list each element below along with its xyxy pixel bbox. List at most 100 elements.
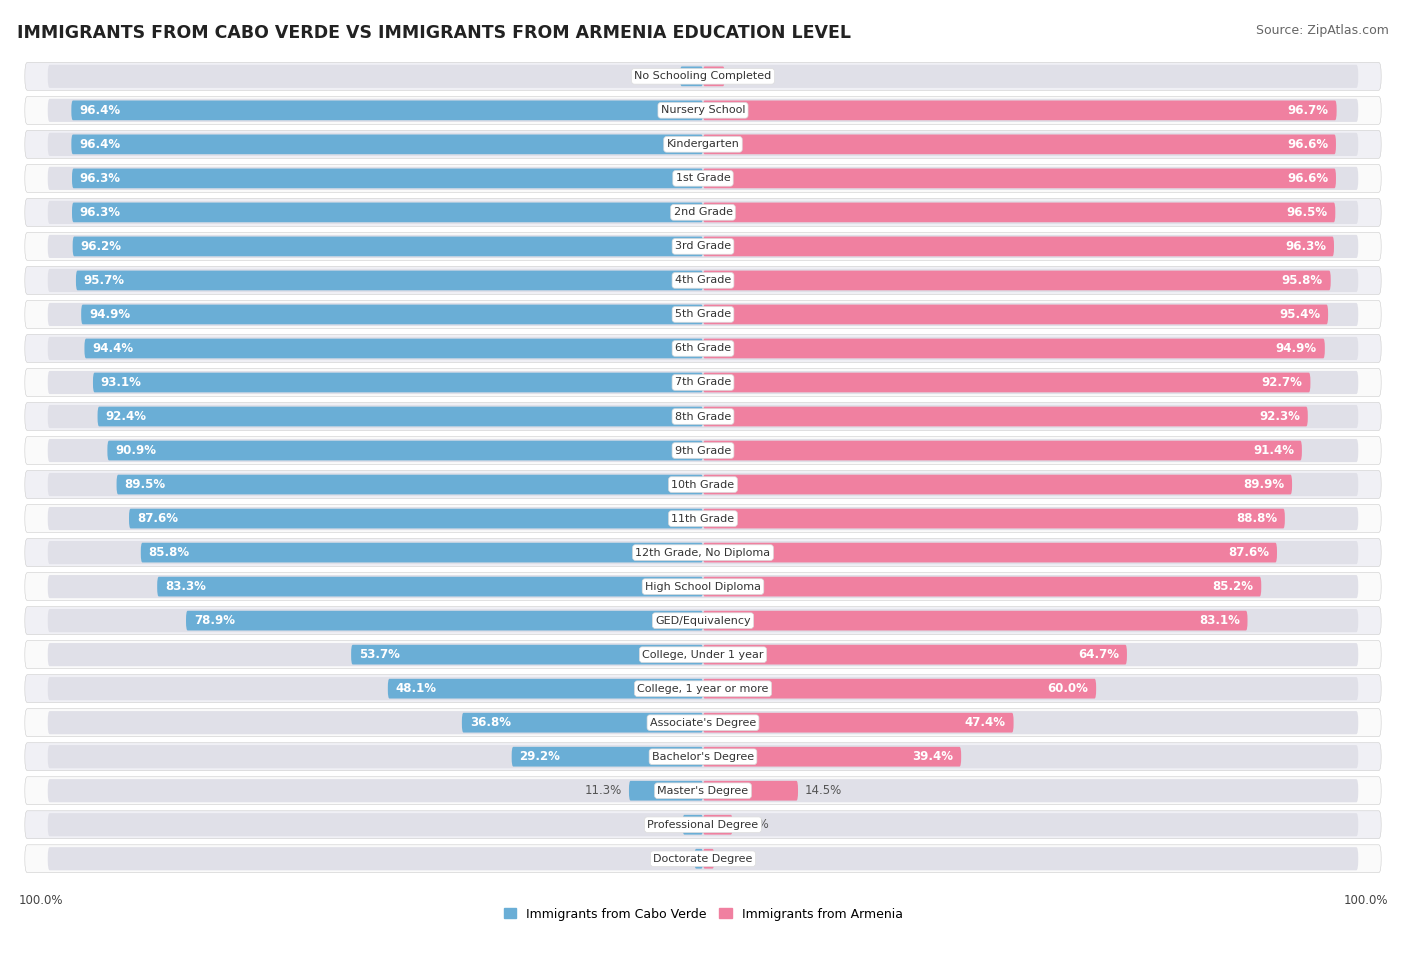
FancyBboxPatch shape	[695, 849, 703, 869]
FancyBboxPatch shape	[25, 403, 1381, 431]
FancyBboxPatch shape	[25, 777, 1381, 804]
FancyBboxPatch shape	[25, 471, 1381, 498]
FancyBboxPatch shape	[703, 372, 1310, 392]
Text: 10th Grade: 10th Grade	[672, 480, 734, 489]
FancyBboxPatch shape	[703, 543, 1277, 563]
FancyBboxPatch shape	[73, 237, 703, 256]
Legend: Immigrants from Cabo Verde, Immigrants from Armenia: Immigrants from Cabo Verde, Immigrants f…	[499, 903, 907, 925]
FancyBboxPatch shape	[84, 338, 703, 359]
FancyBboxPatch shape	[703, 271, 1330, 291]
FancyBboxPatch shape	[141, 543, 703, 563]
Text: 83.3%: 83.3%	[165, 580, 205, 593]
Text: 48.1%: 48.1%	[395, 682, 437, 695]
FancyBboxPatch shape	[129, 509, 703, 528]
FancyBboxPatch shape	[48, 473, 1358, 496]
Text: 12th Grade, No Diploma: 12th Grade, No Diploma	[636, 548, 770, 558]
Text: Professional Degree: Professional Degree	[647, 820, 759, 830]
FancyBboxPatch shape	[25, 334, 1381, 363]
FancyBboxPatch shape	[48, 98, 1358, 122]
FancyBboxPatch shape	[48, 575, 1358, 599]
Text: 94.9%: 94.9%	[1275, 342, 1317, 355]
FancyBboxPatch shape	[703, 338, 1324, 359]
Text: 83.1%: 83.1%	[1199, 614, 1240, 627]
Text: 11.3%: 11.3%	[585, 784, 623, 798]
Text: 7th Grade: 7th Grade	[675, 377, 731, 387]
Text: 89.5%: 89.5%	[124, 478, 166, 491]
FancyBboxPatch shape	[681, 66, 703, 86]
Text: 11th Grade: 11th Grade	[672, 514, 734, 524]
Text: 92.7%: 92.7%	[1261, 376, 1302, 389]
Text: Source: ZipAtlas.com: Source: ZipAtlas.com	[1256, 24, 1389, 37]
FancyBboxPatch shape	[72, 100, 703, 120]
Text: 14.5%: 14.5%	[804, 784, 842, 798]
FancyBboxPatch shape	[48, 235, 1358, 258]
FancyBboxPatch shape	[703, 475, 1292, 494]
FancyBboxPatch shape	[25, 811, 1381, 838]
FancyBboxPatch shape	[72, 203, 703, 222]
Text: 95.7%: 95.7%	[84, 274, 125, 287]
Text: 3.3%: 3.3%	[731, 70, 761, 83]
FancyBboxPatch shape	[25, 369, 1381, 397]
FancyBboxPatch shape	[72, 169, 703, 188]
Text: 8th Grade: 8th Grade	[675, 411, 731, 421]
FancyBboxPatch shape	[25, 709, 1381, 737]
FancyBboxPatch shape	[25, 300, 1381, 329]
FancyBboxPatch shape	[107, 441, 703, 460]
FancyBboxPatch shape	[93, 372, 703, 392]
Text: 1st Grade: 1st Grade	[676, 174, 730, 183]
Text: College, 1 year or more: College, 1 year or more	[637, 683, 769, 693]
FancyBboxPatch shape	[186, 610, 703, 631]
Text: 95.4%: 95.4%	[1279, 308, 1320, 321]
FancyBboxPatch shape	[703, 781, 799, 800]
Text: Bachelor's Degree: Bachelor's Degree	[652, 752, 754, 761]
Text: 90.9%: 90.9%	[115, 444, 156, 457]
Text: 96.7%: 96.7%	[1288, 104, 1329, 117]
FancyBboxPatch shape	[703, 66, 724, 86]
Text: 100.0%: 100.0%	[1343, 894, 1388, 908]
Text: 87.6%: 87.6%	[136, 512, 179, 526]
FancyBboxPatch shape	[48, 779, 1358, 802]
FancyBboxPatch shape	[25, 844, 1381, 873]
Text: 94.4%: 94.4%	[93, 342, 134, 355]
Text: No Schooling Completed: No Schooling Completed	[634, 71, 772, 81]
Text: 6th Grade: 6th Grade	[675, 343, 731, 354]
FancyBboxPatch shape	[512, 747, 703, 766]
FancyBboxPatch shape	[48, 847, 1358, 871]
FancyBboxPatch shape	[25, 606, 1381, 635]
FancyBboxPatch shape	[48, 370, 1358, 394]
Text: 91.4%: 91.4%	[1253, 444, 1294, 457]
FancyBboxPatch shape	[25, 232, 1381, 260]
FancyBboxPatch shape	[48, 167, 1358, 190]
Text: 36.8%: 36.8%	[470, 717, 510, 729]
FancyBboxPatch shape	[48, 405, 1358, 428]
FancyBboxPatch shape	[703, 203, 1336, 222]
FancyBboxPatch shape	[48, 337, 1358, 360]
FancyBboxPatch shape	[25, 641, 1381, 669]
Text: Associate's Degree: Associate's Degree	[650, 718, 756, 727]
FancyBboxPatch shape	[703, 304, 1329, 325]
Text: 96.5%: 96.5%	[1286, 206, 1327, 219]
FancyBboxPatch shape	[388, 679, 703, 698]
Text: 92.4%: 92.4%	[105, 410, 146, 423]
FancyBboxPatch shape	[25, 572, 1381, 601]
FancyBboxPatch shape	[48, 64, 1358, 88]
FancyBboxPatch shape	[117, 475, 703, 494]
Text: 96.3%: 96.3%	[1285, 240, 1326, 253]
FancyBboxPatch shape	[48, 439, 1358, 462]
Text: 1.3%: 1.3%	[658, 852, 688, 865]
FancyBboxPatch shape	[48, 677, 1358, 700]
FancyBboxPatch shape	[703, 509, 1285, 528]
FancyBboxPatch shape	[48, 303, 1358, 326]
Text: 96.3%: 96.3%	[80, 206, 121, 219]
FancyBboxPatch shape	[25, 437, 1381, 464]
FancyBboxPatch shape	[25, 165, 1381, 192]
FancyBboxPatch shape	[703, 849, 714, 869]
FancyBboxPatch shape	[703, 713, 1014, 732]
Text: 96.4%: 96.4%	[79, 104, 121, 117]
FancyBboxPatch shape	[76, 271, 703, 291]
Text: 5th Grade: 5th Grade	[675, 309, 731, 320]
FancyBboxPatch shape	[352, 644, 703, 665]
Text: 96.6%: 96.6%	[1286, 172, 1329, 185]
Text: 96.6%: 96.6%	[1286, 137, 1329, 151]
FancyBboxPatch shape	[25, 199, 1381, 226]
